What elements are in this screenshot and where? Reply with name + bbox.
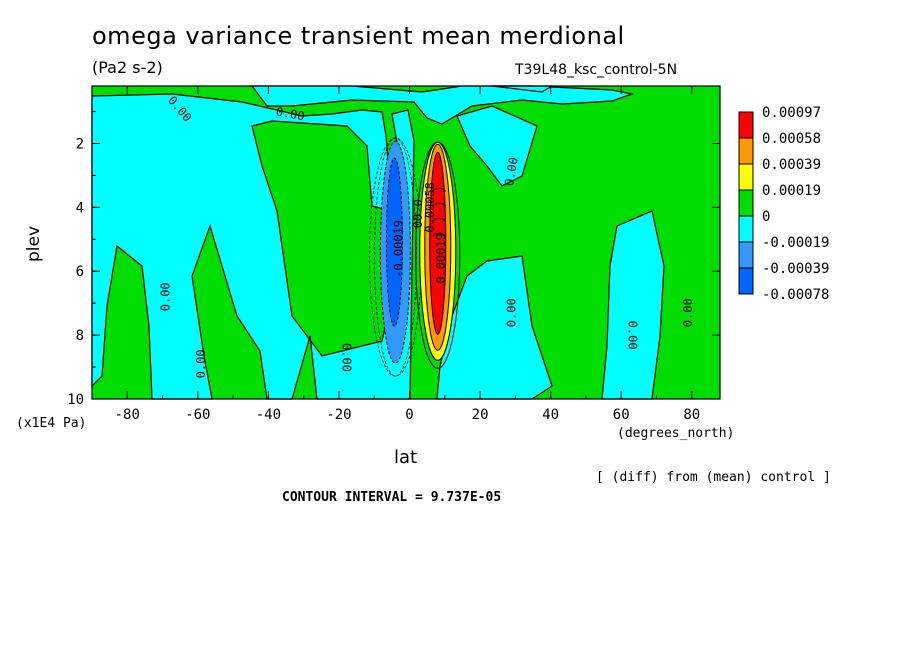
contour-label: 0.00019 xyxy=(434,233,448,284)
contour-label: 0.00 xyxy=(159,282,173,311)
legend-label: 0.00019 xyxy=(762,183,821,199)
y-tick-label: 4 xyxy=(76,200,84,216)
y-tick-label: 6 xyxy=(76,264,84,280)
contour-label: 0.00 xyxy=(275,105,306,124)
contour-label: 0.00 xyxy=(625,321,639,350)
legend-swatch xyxy=(738,137,754,165)
contour-label: 0.00 xyxy=(410,199,424,228)
legend-swatch xyxy=(738,267,754,295)
positive-contour-line xyxy=(431,187,447,192)
contour-label: 0.00 xyxy=(502,156,521,187)
legend-swatch xyxy=(738,241,754,269)
y-tick-label: 8 xyxy=(76,328,84,344)
x-tick-label: 40 xyxy=(542,407,559,423)
legend-swatch xyxy=(738,111,754,139)
legend-label: 0.00039 xyxy=(762,157,821,173)
contour-label: -0.00019 xyxy=(391,220,405,278)
negative-core-inner xyxy=(385,157,403,327)
x-tick-label: 20 xyxy=(472,407,489,423)
positive-contour-line xyxy=(431,202,447,207)
legend-label: -0.00078 xyxy=(762,287,829,303)
x-tick-label: -80 xyxy=(115,407,140,423)
x-tick-label: 60 xyxy=(613,407,630,423)
contour-label: 0.00 xyxy=(681,298,695,327)
chart-title: omega variance transient mean merdional xyxy=(92,22,625,50)
legend-swatch xyxy=(738,163,754,191)
y-axis-unit: (x1E4 Pa) xyxy=(16,416,87,431)
y-tick-label: 2 xyxy=(76,136,84,152)
positive-core-level xyxy=(429,151,447,335)
legend-swatch xyxy=(738,189,754,217)
negative-contour-line xyxy=(374,137,417,377)
y-tick-label: 10 xyxy=(67,392,84,408)
contour-label: 0.00 xyxy=(194,349,208,378)
chart-units: (Pa2 s-2) xyxy=(92,58,163,77)
x-tick-label: -60 xyxy=(185,407,210,423)
negative-region xyxy=(456,105,538,187)
legend-label: -0.00019 xyxy=(762,235,829,251)
positive-contour-line xyxy=(431,232,447,237)
x-tick-label: -20 xyxy=(326,407,351,423)
x-tick-label: -40 xyxy=(256,407,281,423)
x-tick-label: 80 xyxy=(683,407,700,423)
contour-interval: CONTOUR INTERVAL = 9.737E-05 xyxy=(282,490,502,505)
contour-label: 0.00 xyxy=(504,298,518,327)
contour-label: 0.00 xyxy=(339,343,353,372)
legend-label: 0 xyxy=(762,209,770,225)
legend-label: 0.00058 xyxy=(762,131,821,147)
x-axis-unit: (degrees_north) xyxy=(617,426,735,441)
contour-label: 0.00058 xyxy=(423,182,437,233)
positive-contour-line xyxy=(431,217,447,222)
legend-swatch xyxy=(738,215,754,243)
legend-label: -0.00039 xyxy=(762,261,829,277)
legend-label: 0.00097 xyxy=(762,105,821,121)
plot-frame xyxy=(91,85,721,400)
x-axis-label: lat xyxy=(394,447,418,468)
run-label: T39L48_ksc_control-5N xyxy=(515,62,678,78)
x-tick-label: 0 xyxy=(405,407,413,423)
negative-region xyxy=(250,85,635,125)
comparison-note: [ (diff) from (mean) control ] xyxy=(596,470,831,485)
